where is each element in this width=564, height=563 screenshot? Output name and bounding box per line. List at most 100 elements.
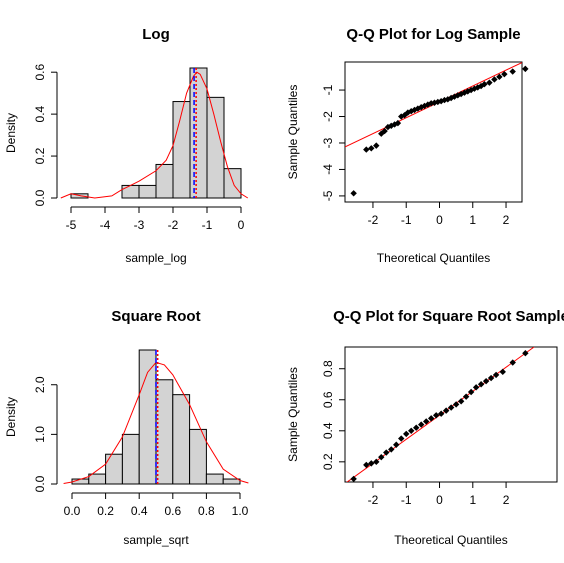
y-tick-label: 0.2	[321, 453, 335, 470]
bar	[138, 349, 157, 485]
density-curve	[60, 71, 249, 199]
point	[481, 81, 488, 88]
point	[350, 475, 357, 483]
point	[423, 418, 430, 425]
point	[509, 359, 516, 366]
x-tick-label: -2	[368, 493, 379, 507]
point	[403, 430, 410, 438]
y-axis-label: Density	[4, 113, 18, 153]
bar	[121, 184, 140, 199]
point	[394, 119, 402, 127]
x-tick-label: 1	[469, 213, 476, 227]
point	[373, 142, 380, 149]
point	[418, 421, 425, 428]
x-tick-label: 0	[436, 493, 443, 507]
point	[408, 427, 415, 434]
x-tick-label: 0	[436, 213, 443, 227]
chart-title: Log	[142, 26, 170, 43]
x-axis-label: Theoretical Quantiles	[394, 533, 507, 547]
y-tick-label: -2	[321, 111, 335, 122]
point	[384, 123, 392, 131]
y-tick-label: 0.0	[33, 475, 47, 492]
bar	[206, 96, 225, 199]
chart-title: Square Root	[111, 308, 200, 325]
point	[496, 73, 503, 81]
bar	[155, 163, 174, 199]
point	[437, 410, 445, 417]
point	[441, 96, 448, 104]
x-tick-label: 0.6	[164, 504, 181, 518]
bar	[138, 184, 157, 199]
bar	[105, 453, 123, 485]
point	[452, 401, 460, 408]
point	[427, 415, 435, 422]
point	[522, 65, 529, 73]
y-axis-label: Density	[4, 397, 18, 437]
point	[462, 393, 470, 400]
point	[432, 412, 440, 419]
point	[501, 70, 508, 78]
bar	[189, 428, 207, 485]
point	[350, 190, 357, 197]
point	[482, 377, 490, 385]
point	[509, 68, 516, 75]
x-tick-label: -1	[202, 218, 213, 232]
point	[413, 424, 420, 431]
x-tick-label: 1	[469, 493, 476, 507]
point	[477, 381, 485, 388]
point	[447, 94, 455, 102]
x-tick-label: -2	[168, 218, 179, 232]
x-tick-label: -3	[134, 218, 145, 232]
y-axis-label: Sample Quantiles	[286, 367, 300, 462]
x-tick-label: -1	[401, 213, 412, 227]
y-tick-label: 0.6	[33, 64, 47, 81]
x-tick-label: 2	[503, 493, 510, 507]
y-tick-label: -4	[321, 164, 335, 175]
x-tick-label: -5	[66, 218, 77, 232]
bar	[172, 101, 191, 199]
point	[393, 441, 400, 448]
point	[398, 435, 405, 442]
point	[491, 76, 498, 83]
x-tick-label: 1.0	[232, 504, 249, 518]
y-tick-label: 0.6	[321, 391, 335, 408]
bar	[155, 379, 174, 485]
chart-title: Q-Q Plot for Square Root Sample	[333, 308, 564, 325]
x-axis-label: sample_log	[125, 251, 186, 265]
y-tick-label: 0.8	[321, 360, 335, 377]
x-tick-label: 0	[238, 218, 245, 232]
point	[411, 106, 418, 114]
point	[442, 407, 450, 414]
x-tick-label: 0.2	[97, 504, 114, 518]
bar	[189, 67, 208, 199]
y-tick-label: 0.0	[33, 189, 47, 206]
x-tick-label: -1	[401, 493, 412, 507]
y-tick-label: -1	[321, 84, 335, 95]
y-tick-label: -5	[321, 190, 335, 201]
point	[447, 404, 455, 411]
y-tick-label: 0.4	[321, 422, 335, 439]
bar	[205, 473, 224, 485]
point	[492, 371, 500, 379]
x-tick-label: 2	[503, 213, 510, 227]
x-tick-label: 0.0	[64, 504, 81, 518]
point	[363, 146, 370, 153]
point	[522, 350, 529, 357]
point	[467, 388, 475, 396]
point	[487, 374, 495, 382]
y-axis-label: Sample Quantiles	[286, 85, 300, 180]
y-tick-label: -3	[321, 137, 335, 148]
x-tick-label: 0.8	[198, 504, 215, 518]
x-axis-label: sample_sqrt	[123, 533, 189, 547]
bar	[223, 168, 242, 199]
bar	[222, 478, 241, 485]
point	[383, 449, 390, 456]
point	[464, 88, 471, 95]
x-tick-label: 0.4	[131, 504, 148, 518]
point	[388, 446, 395, 453]
bar	[121, 433, 140, 485]
point	[467, 86, 475, 94]
point	[437, 97, 445, 105]
point	[472, 384, 480, 391]
point	[373, 458, 380, 466]
